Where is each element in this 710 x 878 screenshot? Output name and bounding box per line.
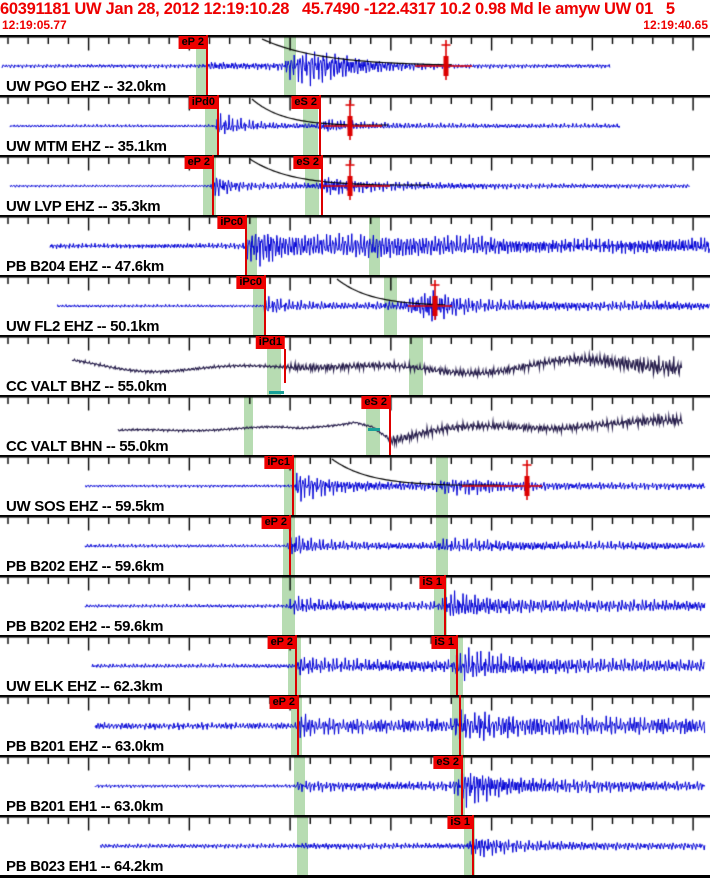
trace-row: eP 2 UW PGO EHZ -- 32.0km [0, 35, 710, 95]
pick-line[interactable] [245, 215, 247, 275]
phase-pick-flag[interactable]: eP 2 [269, 696, 298, 709]
waveform-canvas[interactable] [0, 35, 710, 95]
trace-label: PB B204 EHZ -- 47.6km [6, 258, 164, 275]
trace-row: iPc1 UW SOS EHZ -- 59.5km [0, 455, 710, 515]
trace-row: eS 2 PB B201 EH1 -- 63.0km [0, 755, 710, 815]
scale-mark [368, 428, 380, 431]
pick-line[interactable] [444, 575, 446, 635]
phase-pick-flag[interactable]: iPc1 [264, 456, 293, 469]
pick-line[interactable] [292, 455, 294, 515]
trace-label: PB B023 EH1 -- 64.2km [6, 858, 164, 875]
trace-row: eP 2 PB B201 EHZ -- 63.0km [0, 695, 710, 755]
waveform-canvas[interactable] [0, 815, 710, 875]
pick-line[interactable] [297, 695, 299, 755]
waveform-canvas[interactable] [0, 215, 710, 275]
phase-pick-flag[interactable]: eS 2 [293, 156, 322, 169]
pick-line[interactable] [289, 515, 291, 575]
trace-label: PB B202 EHZ -- 59.6km [6, 558, 164, 575]
pick-line[interactable] [461, 755, 463, 815]
trace-row: iPc0 UW FL2 EHZ -- 50.1km [0, 275, 710, 335]
phase-pick-flag[interactable]: eP 2 [261, 516, 290, 529]
waveform-canvas[interactable] [0, 275, 710, 335]
pick-line[interactable] [456, 635, 458, 695]
pick-line[interactable] [295, 635, 297, 695]
phase-pick-flag[interactable]: iPd0 [188, 96, 218, 109]
pick-line[interactable] [264, 275, 266, 335]
phase-pick-flag[interactable]: iS 1 [447, 816, 473, 829]
pick-line[interactable] [217, 95, 219, 155]
pick-line[interactable] [472, 815, 474, 875]
trace-label: CC VALT BHZ -- 55.0km [6, 378, 167, 395]
trace-label: CC VALT BHN -- 55.0km [6, 438, 169, 455]
pick-line[interactable] [389, 395, 391, 455]
trace-row: iPd0 eS 2 UW MTM EHZ -- 35.1km [0, 95, 710, 155]
waveform-canvas[interactable] [0, 95, 710, 155]
waveform-canvas[interactable] [0, 155, 710, 215]
trace-label: PB B201 EHZ -- 63.0km [6, 738, 164, 755]
event-header-line: 60391181 UW Jan 28, 2012 12:19:10.28 45.… [0, 0, 675, 18]
trace-row: iPd1 CC VALT BHZ -- 55.0km [0, 335, 710, 395]
phase-pick-flag[interactable]: eP 2 [184, 156, 213, 169]
trace-panel: eP 2 UW PGO EHZ -- 32.0km iPd0 eS 2 UW MTM E… [0, 35, 710, 875]
window-end-time: 12:19:40.65 [643, 18, 708, 32]
bottom-ruler [0, 875, 710, 878]
phase-pick-flag[interactable]: iS 1 [431, 636, 457, 649]
phase-pick-flag[interactable]: eS 2 [291, 96, 320, 109]
phase-pick-flag[interactable]: eS 2 [433, 756, 462, 769]
trace-row: eP 2 eS 2 UW LVP EHZ -- 35.3km [0, 155, 710, 215]
pick-line[interactable] [319, 95, 321, 155]
trace-label: PB B201 EH1 -- 63.0km [6, 798, 164, 815]
phase-pick-flag[interactable]: iPd1 [255, 336, 285, 349]
waveform-canvas[interactable] [0, 575, 710, 635]
pick-line[interactable] [459, 695, 461, 755]
waveform-canvas[interactable] [0, 455, 710, 515]
phase-pick-flag[interactable]: iPc0 [236, 276, 265, 289]
scale-mark [269, 391, 284, 394]
window-start-time: 12:19:05.77 [2, 18, 67, 32]
phase-pick-flag[interactable]: iPc0 [217, 216, 246, 229]
pick-line[interactable] [321, 155, 323, 215]
trace-row: iS 1 PB B202 EH2 -- 59.6km [0, 575, 710, 635]
trace-label: UW SOS EHZ -- 59.5km [6, 498, 165, 515]
trace-row: eP 2 PB B202 EHZ -- 59.6km [0, 515, 710, 575]
trace-label: UW MTM EHZ -- 35.1km [6, 138, 167, 155]
trace-label: UW LVP EHZ -- 35.3km [6, 198, 161, 215]
phase-pick-flag[interactable]: iS 1 [419, 576, 445, 589]
waveform-canvas[interactable] [0, 335, 710, 395]
trace-label: PB B202 EH2 -- 59.6km [6, 618, 164, 635]
time-window-bar: 12:19:05.77 12:19:40.65 [0, 18, 710, 35]
waveform-canvas[interactable] [0, 395, 710, 455]
waveform-canvas[interactable] [0, 695, 710, 755]
waveform-canvas[interactable] [0, 755, 710, 815]
trace-row: iS 1 PB B023 EH1 -- 64.2km [0, 815, 710, 875]
pick-line[interactable] [212, 155, 214, 215]
trace-row: eS 2 CC VALT BHN -- 55.0km [0, 395, 710, 455]
trace-row: iPc0 PB B204 EHZ -- 47.6km [0, 215, 710, 275]
trace-row: eP 2 iS 1 UW ELK EHZ -- 62.3km [0, 635, 710, 695]
pick-line[interactable] [284, 349, 286, 383]
phase-pick-flag[interactable]: eS 2 [361, 396, 390, 409]
pick-line[interactable] [206, 35, 208, 95]
phase-pick-flag[interactable]: eP 2 [178, 36, 207, 49]
phase-pick-flag[interactable]: eP 2 [267, 636, 296, 649]
trace-label: UW PGO EHZ -- 32.0km [6, 78, 166, 95]
trace-label: UW ELK EHZ -- 62.3km [6, 678, 163, 695]
waveform-canvas[interactable] [0, 635, 710, 695]
trace-label: UW FL2 EHZ -- 50.1km [6, 318, 160, 335]
waveform-canvas[interactable] [0, 515, 710, 575]
